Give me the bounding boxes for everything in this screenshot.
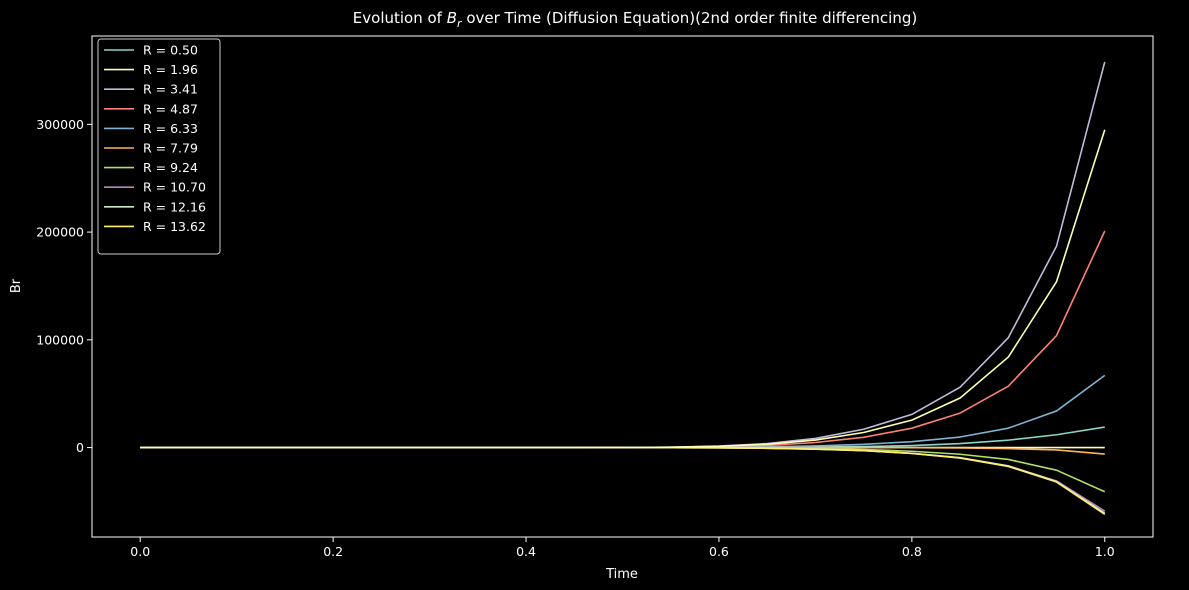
legend-entry-label: R = 6.33 xyxy=(143,121,198,136)
x-tick-label: 0.8 xyxy=(902,544,922,559)
legend-entry-label: R = 9.24 xyxy=(143,160,198,175)
y-tick-label: 200000 xyxy=(36,225,84,240)
y-tick-label: 100000 xyxy=(36,332,84,347)
chart-title-suffix: over Time (Diffusion Equation)(2nd order… xyxy=(462,9,918,27)
y-axis-label: Br xyxy=(9,278,24,293)
chart-title: Evolution of Br over Time (Diffusion Equ… xyxy=(353,9,917,30)
x-tick-label: 0.2 xyxy=(323,544,343,559)
legend: R = 0.50 R = 1.96 R = 3.41 R = 4.87 R = 6.33… xyxy=(97,38,221,255)
y-tick-label: 300000 xyxy=(36,117,84,132)
legend-entry-label: R = 0.50 xyxy=(143,43,198,58)
legend-entry-label: R = 13.62 xyxy=(143,219,206,234)
series-layer xyxy=(140,61,1106,516)
chart-title-symbol: B xyxy=(447,9,457,27)
x-tick-label: 0.6 xyxy=(709,544,729,559)
plot-frame xyxy=(91,35,1154,538)
x-tick-label: 0.0 xyxy=(130,544,150,559)
legend-entry-label: R = 12.16 xyxy=(143,199,206,214)
x-tick-label: 0.4 xyxy=(516,544,536,559)
legend-entry-label: R = 4.87 xyxy=(143,101,198,116)
series-line-overlay xyxy=(140,129,1106,449)
y-tick-label: 0 xyxy=(76,440,84,455)
legend-entry-label: R = 3.41 xyxy=(143,82,198,97)
chart-title-prefix: Evolution of xyxy=(353,9,447,27)
legend-box xyxy=(97,38,221,255)
chart-title-subscript: r xyxy=(457,17,463,30)
x-axis-label: Time xyxy=(605,567,638,582)
legend-entry-label: R = 1.96 xyxy=(143,62,198,77)
legend-entry-label: R = 7.79 xyxy=(143,141,198,156)
x-tick-label: 1.0 xyxy=(1095,544,1115,559)
legend-entry-label: R = 10.70 xyxy=(143,180,206,195)
ticks-layer: 0.0 0.2 0.4 0.6 0.8 1.0 0 100000 200000 300000 xyxy=(36,117,1114,559)
